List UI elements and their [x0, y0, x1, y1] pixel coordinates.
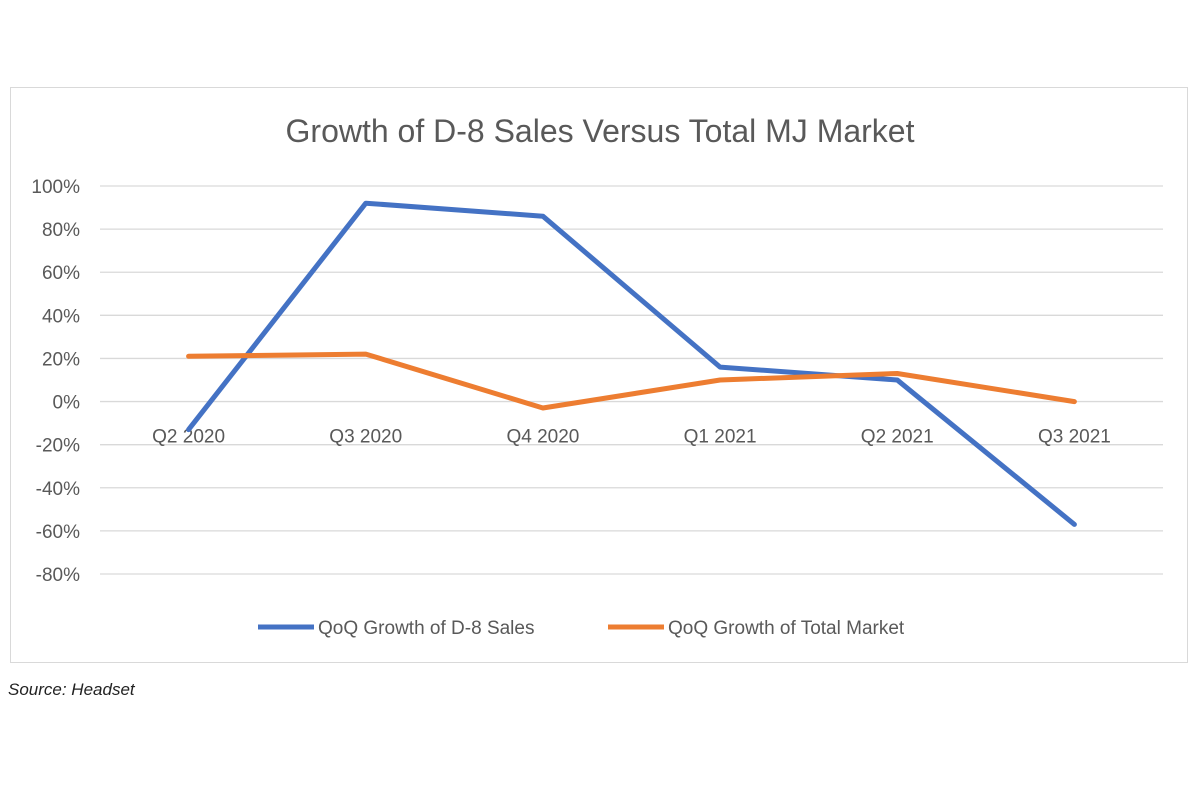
y-tick-label: 80% [42, 220, 80, 241]
series-line-0 [186, 200, 1077, 527]
chart-title: Growth of D-8 Sales Versus Total MJ Mark… [286, 113, 915, 149]
legend: QoQ Growth of D-8 Sales QoQ Growth of Tot… [258, 618, 905, 639]
chart-frame [10, 87, 1188, 663]
y-axis-ticks: 100% 80% 60% 40% 20% 0% -20% -40% -60% -80% [31, 177, 80, 586]
x-tick-label: Q4 2020 [506, 427, 579, 448]
legend-label-0: QoQ Growth of D-8 Sales [318, 618, 534, 639]
y-tick-label: -80% [36, 565, 80, 586]
x-axis-ticks: Q2 2020 Q3 2020 Q4 2020 Q1 2021 Q2 2021 Q3 20… [152, 427, 1111, 448]
series-line-1 [186, 351, 1077, 411]
y-tick-label: 40% [42, 306, 80, 327]
x-tick-label: Q3 2021 [1038, 427, 1111, 448]
x-tick-label: Q3 2020 [329, 427, 402, 448]
y-tick-label: 100% [31, 177, 80, 198]
x-tick-label: Q2 2021 [861, 427, 934, 448]
gridlines [100, 185, 1163, 575]
y-tick-label: -60% [36, 522, 80, 543]
y-tick-label: 20% [42, 349, 80, 370]
legend-label-1: QoQ Growth of Total Market [668, 618, 905, 639]
y-tick-label: -20% [36, 436, 80, 457]
source-note: Source: Headset [8, 680, 135, 699]
y-tick-label: 0% [53, 393, 81, 414]
x-tick-label: Q1 2021 [684, 427, 757, 448]
series-lines [186, 200, 1077, 527]
x-tick-label: Q2 2020 [152, 427, 225, 448]
y-tick-label: -40% [36, 479, 80, 500]
y-tick-label: 60% [42, 263, 80, 284]
